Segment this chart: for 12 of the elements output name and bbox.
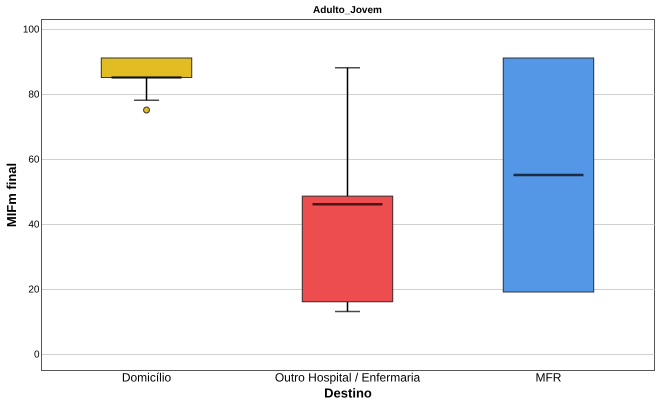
y-tick-label: 60 [28,154,40,166]
y-tick-label: 0 [34,349,40,360]
y-axis-title: MIFm final [4,162,19,228]
y-tick-label: 80 [28,89,40,100]
x-tick-label: Domicílio [122,370,172,384]
y-tick-label: 20 [28,284,40,296]
chart-title: Adulto_Jovem [313,5,382,16]
y-tick-label: 100 [22,24,40,36]
x-tick-label: Outro Hospital / Enfermaria [274,370,421,384]
y-tick-label: 40 [28,219,40,230]
x-tick-label: MFR [535,370,562,384]
x-axis-title: Destino [324,386,372,400]
